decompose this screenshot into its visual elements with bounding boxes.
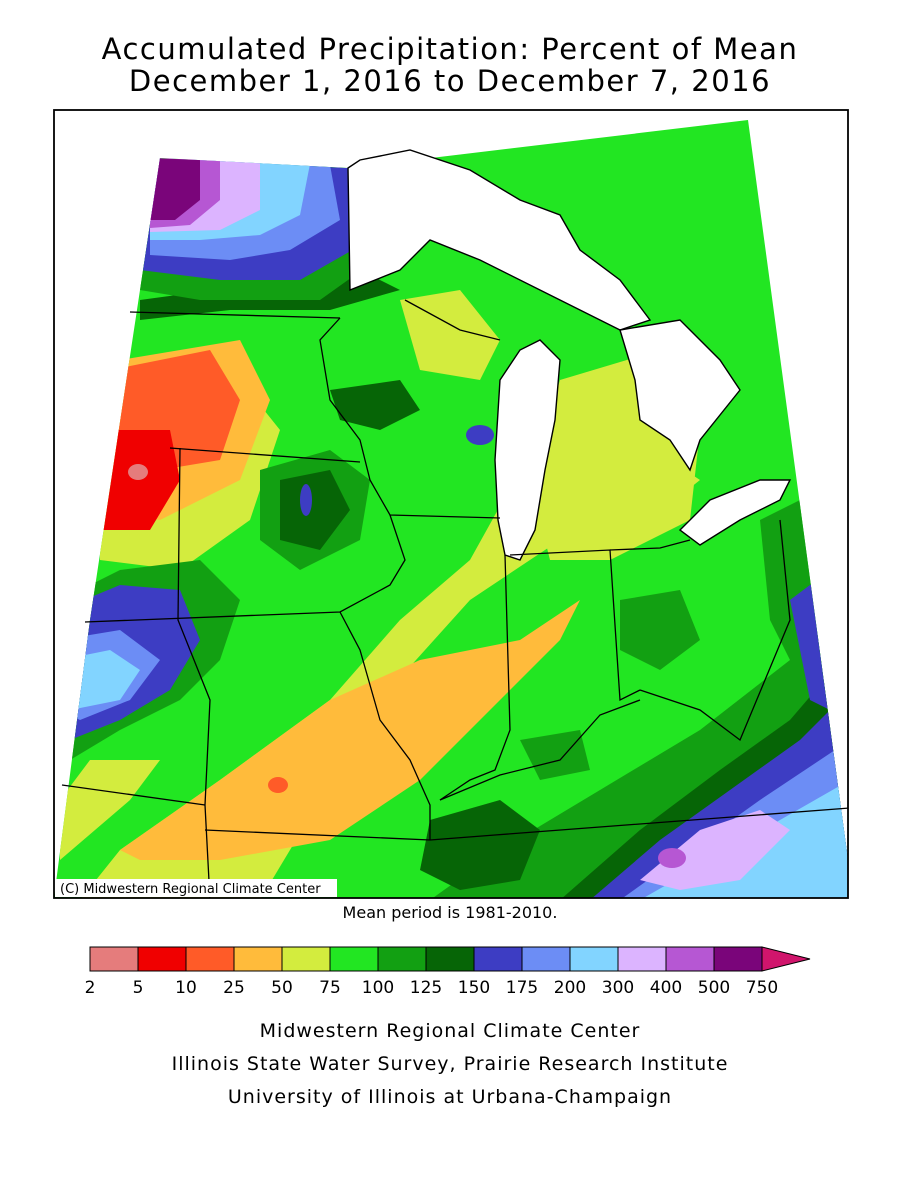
legend-swatch xyxy=(665,946,715,972)
legend-label: 50 xyxy=(271,978,293,998)
map-date-range: December 1, 2016 to December 7, 2016 xyxy=(128,64,772,98)
legend-label: 2 xyxy=(85,978,96,998)
legend-label: 5 xyxy=(133,978,144,998)
precipitation-map: (C) Midwestern Regional Climate Center xyxy=(53,109,849,899)
legend-swatches xyxy=(89,946,811,972)
legend-label: 400 xyxy=(650,978,682,998)
legend-label: 500 xyxy=(698,978,730,998)
lake-michigan xyxy=(494,339,561,561)
map-title: Accumulated Precipitation: Percent of Me… xyxy=(101,32,799,66)
legend-label: 10 xyxy=(175,978,197,998)
copyright-text: (C) Midwestern Regional Climate Center xyxy=(60,882,321,897)
legend-labels: 2 5 10 25 50 75 100 125 150 175 200 300 400 500 750 xyxy=(85,978,779,998)
legend-label: 75 xyxy=(319,978,341,998)
legend-swatch xyxy=(521,946,571,972)
legend-label: 25 xyxy=(223,978,245,998)
legend-label: 125 xyxy=(410,978,442,998)
color-legend: 2 5 10 25 50 75 100 125 150 175 200 300 400 500 750 xyxy=(85,946,811,998)
legend-label: 200 xyxy=(554,978,586,998)
legend-swatch xyxy=(233,946,283,972)
copyright-box xyxy=(55,879,337,897)
legend-label: 300 xyxy=(602,978,634,998)
legend-swatch xyxy=(569,946,619,972)
legend-swatch xyxy=(473,946,523,972)
credit-line-2: Illinois State Water Survey, Prairie Res… xyxy=(171,1053,729,1075)
legend-swatch xyxy=(89,946,139,972)
credit-line-3: University of Illinois at Urbana-Champai… xyxy=(227,1086,673,1108)
legend-swatch xyxy=(137,946,187,972)
legend-arrow xyxy=(761,946,811,972)
legend-swatch xyxy=(185,946,235,972)
lake-huron xyxy=(619,319,741,472)
legend-swatch xyxy=(281,946,331,972)
lake-superior xyxy=(347,149,652,331)
legend-label: 150 xyxy=(458,978,490,998)
map-area xyxy=(54,120,848,898)
legend-label: 100 xyxy=(362,978,394,998)
map-frame xyxy=(53,109,849,899)
credit-line-1: Midwestern Regional Climate Center xyxy=(259,1020,641,1042)
legend-swatch xyxy=(617,946,667,972)
legend-swatch xyxy=(713,946,763,972)
legend-label: 750 xyxy=(746,978,778,998)
legend-swatch xyxy=(329,946,379,972)
state-borders xyxy=(61,299,848,898)
legend-label: 175 xyxy=(506,978,538,998)
legend-swatch xyxy=(425,946,475,972)
mean-period-note: Mean period is 1981-2010. xyxy=(342,903,558,922)
legend-swatch xyxy=(377,946,427,972)
lake-erie xyxy=(678,479,792,546)
